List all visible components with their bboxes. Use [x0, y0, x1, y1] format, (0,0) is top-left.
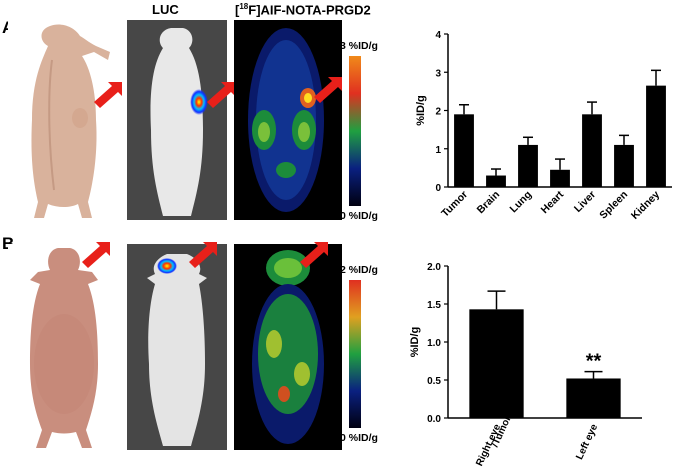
bar	[646, 85, 666, 187]
y-tick-label: 3	[435, 68, 441, 79]
pet-header-bracket: [	[235, 2, 240, 18]
y-tick-label: 1.0	[427, 338, 441, 349]
y-tick-label: 1	[435, 145, 441, 156]
chart-a-svg: 0 1 2 3 4 %ID/g Tumor Brain Lung Heart Liver Spleen…	[415, 30, 672, 222]
pet-image-b	[234, 244, 342, 450]
y-axis-label: %ID/g	[410, 327, 421, 358]
red-arrow-icon	[314, 77, 342, 103]
x-tick-label-line: Lung	[507, 189, 534, 216]
bar	[469, 309, 524, 418]
y-tick-label: 0	[435, 183, 441, 194]
x-tick-label-line: Kidney	[629, 189, 662, 222]
chart-b: 0.0 0.5 1.0 1.5 2.0 %ID/g Right eye/Tumor ** Lef…	[410, 252, 680, 470]
y-tick-label: 1.5	[427, 300, 441, 311]
y-tick-label: 2	[435, 107, 441, 118]
bar	[454, 114, 474, 187]
colorbar-b-min: 0 %ID/g	[340, 432, 378, 444]
colorbar-a	[349, 56, 361, 206]
colorbar-a-min: 0 %ID/g	[340, 210, 378, 222]
x-tick-label: Tumor	[439, 189, 470, 220]
luc-image-a	[127, 20, 227, 220]
luc-column-header: LUC	[152, 2, 179, 17]
pet-header-tracer: F]AIF-NOTA-PRGD2	[248, 2, 371, 18]
colorbar-b-max: 2 %ID/g	[340, 264, 378, 276]
x-tick-label-line: Spleen	[597, 189, 630, 222]
mouse-photo-a	[8, 20, 120, 220]
bar	[518, 144, 538, 187]
y-tick-label: 2.0	[427, 262, 441, 273]
y-tick-label: 0.5	[427, 376, 441, 387]
x-tick-label: Lung	[507, 189, 534, 216]
x-tick-label-line: Tumor	[439, 189, 470, 220]
red-arrow-icon	[94, 82, 122, 108]
x-tick-label: Brain	[475, 189, 502, 216]
x-tick-label-line: Brain	[475, 189, 502, 216]
x-tick-label: Right eye/Tumor	[474, 412, 514, 470]
bar	[486, 175, 506, 187]
luc-image-b	[127, 244, 227, 450]
red-arrow-icon	[207, 82, 235, 108]
pet-column-header: [18F]AIF-NOTA-PRGD2	[235, 2, 371, 17]
y-tick-label: 4	[435, 30, 441, 41]
red-arrow-icon	[189, 242, 217, 268]
x-tick-label: Heart	[539, 188, 567, 216]
pet-image-a	[234, 20, 342, 220]
y-axis-label: %ID/g	[415, 95, 427, 126]
y-tick-label: 0.0	[427, 414, 441, 425]
bar	[550, 169, 570, 187]
chart-b-svg: 0.0 0.5 1.0 1.5 2.0 %ID/g Right eye/Tumor ** Lef…	[410, 262, 642, 470]
x-tick-label: Kidney	[629, 189, 662, 222]
x-tick-label: Left eye	[574, 422, 600, 461]
red-arrow-icon	[300, 242, 328, 268]
x-tick-label-line: Liver	[572, 189, 598, 215]
bar	[614, 144, 634, 187]
pet-header-isotope: 18	[239, 2, 249, 11]
x-tick-label: Spleen	[597, 189, 630, 222]
x-tick-label: Liver	[572, 189, 598, 215]
bar	[582, 114, 602, 187]
colorbar-a-max: 3 %ID/g	[340, 40, 378, 52]
chart-a: 0 1 2 3 4 %ID/g Tumor Brain Lung Heart Liver Spleen…	[410, 22, 680, 240]
significance-annotation: **	[586, 351, 602, 373]
x-tick-label-line: Left eye	[574, 422, 600, 461]
colorbar-b	[349, 280, 361, 428]
red-arrow-icon	[82, 242, 110, 268]
mouse-photo-b	[8, 244, 120, 450]
bar	[566, 378, 621, 418]
x-tick-label-line: Heart	[539, 188, 567, 216]
